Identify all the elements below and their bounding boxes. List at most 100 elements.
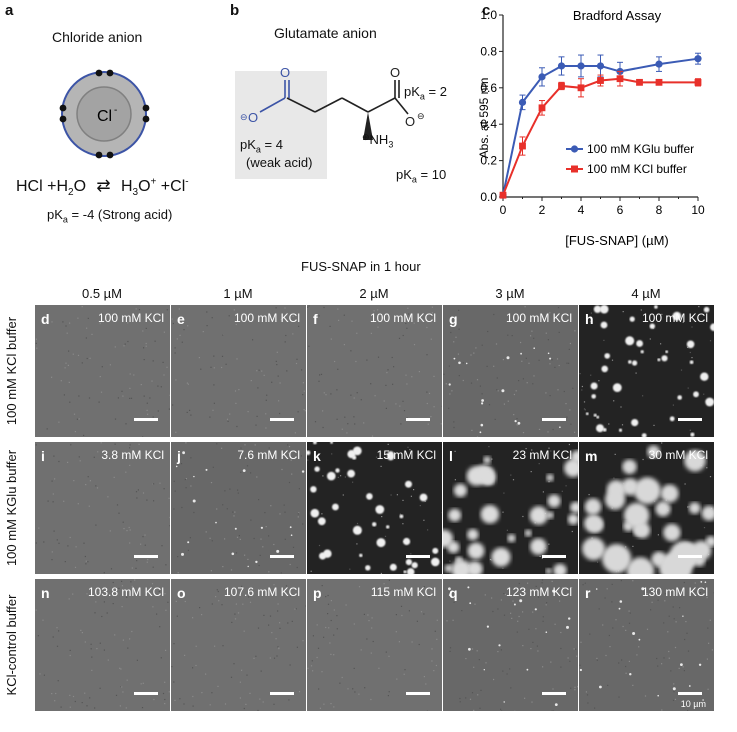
noise-speck	[402, 499, 404, 501]
noise-speck	[279, 412, 281, 415]
noise-speck	[598, 380, 600, 382]
noise-speck	[65, 325, 67, 327]
micrograph-tile: o 107.6 mM KCl	[171, 579, 306, 711]
noise-speck	[649, 338, 651, 340]
noise-speck	[435, 664, 437, 667]
noise-speck	[72, 695, 75, 698]
noise-speck	[606, 588, 608, 590]
amine-group: ⊕NH3	[362, 132, 394, 150]
noise-speck	[58, 460, 60, 463]
condensate-droplet	[507, 534, 516, 543]
noise-speck	[448, 407, 450, 409]
noise-speck	[636, 654, 638, 656]
noise-speck	[175, 431, 177, 433]
scale-bar	[542, 418, 566, 421]
y-axis-label: Abs. at 595 nm	[477, 78, 491, 159]
noise-speck	[686, 701, 688, 704]
noise-speck	[318, 315, 320, 317]
noise-speck	[546, 602, 548, 604]
noise-speck	[169, 394, 170, 396]
condensate-droplet	[289, 526, 292, 529]
condensate-droplet	[547, 494, 561, 508]
noise-speck	[294, 608, 296, 610]
noise-speck	[221, 366, 223, 369]
noise-speck	[673, 683, 675, 685]
noise-speck	[51, 551, 53, 553]
noise-speck	[121, 580, 123, 582]
micrograph-tile: n 103.8 mM KCl	[35, 579, 170, 711]
noise-speck	[378, 667, 380, 669]
noise-speck	[597, 561, 599, 563]
noise-speck	[329, 642, 331, 644]
noise-speck	[116, 504, 119, 506]
tile-letter: l	[449, 448, 453, 464]
noise-speck	[275, 638, 277, 640]
noise-speck	[109, 530, 111, 532]
noise-speck	[337, 476, 339, 478]
noise-speck	[237, 489, 239, 491]
condensate-droplet	[405, 559, 412, 566]
noise-speck	[233, 663, 235, 665]
noise-speck	[549, 363, 551, 365]
noise-speck	[179, 698, 181, 700]
noise-speck	[657, 534, 659, 536]
noise-speck	[448, 591, 450, 593]
noise-speck	[635, 372, 637, 374]
noise-speck	[87, 476, 89, 478]
noise-speck	[548, 543, 550, 545]
condensate-droplet	[700, 581, 703, 583]
condensate-droplet	[483, 669, 485, 671]
noise-speck	[552, 710, 555, 711]
condensate-droplet	[621, 478, 639, 496]
noise-speck	[120, 686, 122, 688]
noise-speck	[277, 610, 279, 612]
condensate-droplet	[618, 428, 623, 432]
noise-speck	[477, 694, 479, 696]
noise-speck	[263, 374, 265, 376]
noise-speck	[231, 621, 233, 623]
noise-speck	[440, 423, 442, 425]
noise-speck	[542, 620, 544, 622]
noise-speck	[241, 669, 243, 671]
noise-speck	[453, 341, 455, 343]
noise-speck	[428, 596, 430, 598]
micrograph-image	[446, 579, 578, 711]
noise-speck	[254, 444, 256, 446]
noise-speck	[413, 489, 415, 491]
chart-series	[499, 52, 702, 199]
chart-ticks: 0.0 0.2 0.4 0.6 0.8 1.0 0 2 4 6 8 10	[480, 8, 705, 217]
condensate-droplet	[593, 413, 597, 417]
noise-speck	[221, 447, 223, 449]
noise-speck	[114, 418, 117, 420]
noise-speck	[110, 316, 112, 318]
noise-speck	[123, 528, 125, 530]
condensate-droplet	[570, 501, 578, 514]
noise-speck	[383, 583, 385, 585]
x-tick-label: 2	[539, 203, 546, 217]
noise-speck	[101, 366, 103, 368]
noise-speck	[153, 500, 155, 502]
noise-speck	[615, 619, 617, 621]
noise-speck	[99, 642, 101, 644]
noise-speck	[668, 615, 670, 617]
column-header: 3 µM	[495, 286, 525, 301]
noise-speck	[247, 411, 249, 413]
noise-speck	[538, 428, 541, 430]
condensate-droplet	[255, 560, 258, 564]
noise-speck	[186, 411, 188, 413]
condensate-droplet	[622, 459, 637, 475]
glutamate-structure: O O ⊖ O O ⊖	[240, 65, 425, 140]
noise-speck	[160, 386, 162, 388]
noise-speck	[303, 409, 305, 411]
noise-speck	[455, 336, 457, 338]
noise-speck	[75, 546, 77, 548]
noise-speck	[298, 325, 300, 327]
noise-speck	[451, 390, 453, 392]
noise-speck	[336, 389, 338, 391]
noise-speck	[145, 342, 147, 345]
condensate-droplet	[467, 542, 485, 560]
noise-speck	[605, 654, 607, 657]
noise-speck	[502, 511, 504, 513]
noise-speck	[128, 526, 130, 529]
noise-speck	[644, 695, 647, 697]
